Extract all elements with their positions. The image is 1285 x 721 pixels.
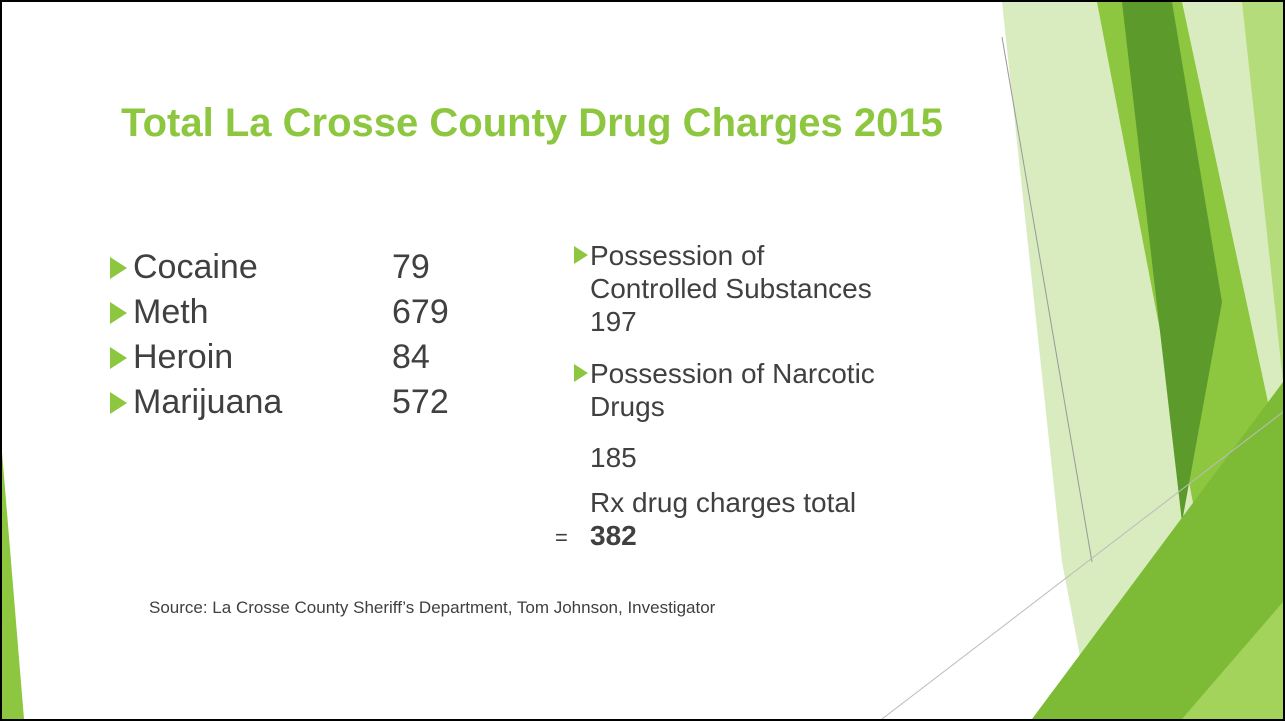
list-item: Heroin 84 — [110, 335, 430, 379]
item-text: Possession of Narcotic Drugs — [590, 358, 875, 422]
bullet — [574, 246, 588, 264]
item-count: 185 — [590, 442, 637, 473]
item-name: Marijuana — [133, 383, 283, 421]
total-label: Rx drug charges total — [590, 487, 857, 518]
deco-shape — [1182, 602, 1283, 719]
deco-shape — [1242, 2, 1283, 382]
item-count: 572 — [392, 383, 449, 421]
item-name: Heroin — [133, 338, 234, 376]
list-item: Possession of Controlled Substances 197 — [574, 239, 890, 338]
bullet — [110, 257, 127, 279]
list-item: Cocaine 79 — [110, 245, 430, 289]
bullet — [110, 392, 127, 414]
item-count: 79 — [392, 248, 430, 286]
item-name: Meth — [133, 293, 209, 331]
list-item: Meth 679 — [110, 290, 449, 334]
deco-shape — [1032, 382, 1283, 719]
bullet — [110, 347, 127, 369]
item-text: Possession of Controlled Substances — [590, 240, 872, 304]
source: Source: La Crosse County Sheriff’s Depar… — [149, 598, 716, 617]
slide-title: Total La Crosse County Drug Charges 2015 — [121, 101, 943, 145]
deco-shape — [1122, 2, 1222, 522]
list-item: Marijuana 572 — [110, 380, 449, 424]
left-sliver — [2, 452, 24, 719]
bullet — [574, 364, 588, 382]
total-value: 382 — [590, 520, 637, 551]
deco-line — [881, 411, 1283, 719]
list-item: Possession of Narcotic Drugs — [574, 357, 890, 423]
total-sign: = — [555, 525, 568, 550]
item-count: 84 — [392, 338, 430, 376]
item-name: Cocaine — [133, 248, 258, 286]
bullet — [110, 302, 127, 324]
item-count: 197 — [590, 306, 637, 337]
deco-line — [1001, 36, 1093, 563]
item-count: 679 — [392, 293, 449, 331]
